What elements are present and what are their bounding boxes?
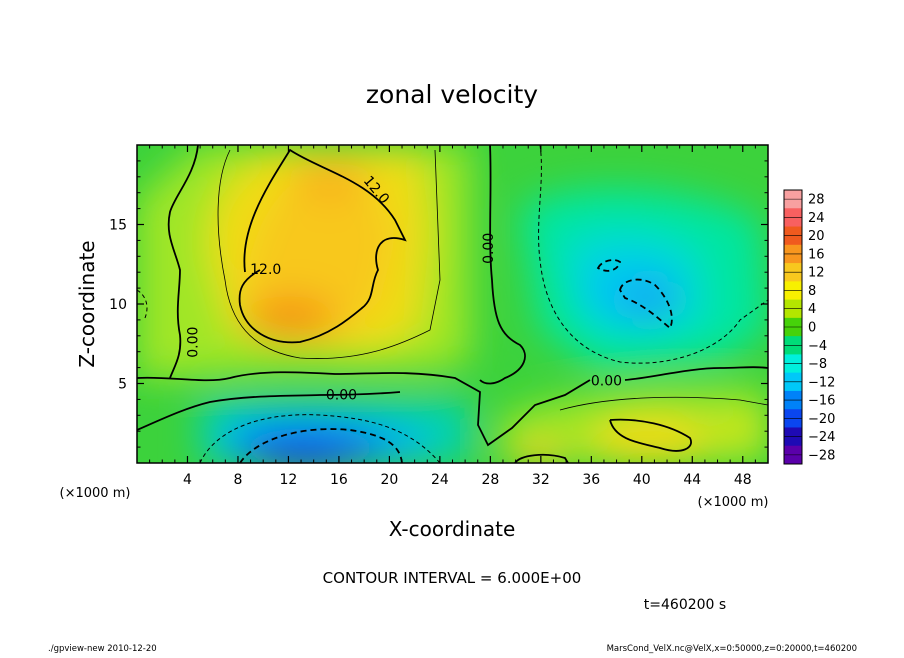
colorbar-label-2: 20 — [808, 229, 825, 244]
contour-12-bottom — [514, 453, 569, 463]
x-axis: 4 8 12 16 20 24 28 32 36 40 44 48 — [149, 145, 756, 488]
colorbar-label-10: −12 — [808, 375, 835, 390]
colorbar-label-5: 8 — [808, 284, 816, 299]
contour-0-vertical — [479, 145, 526, 385]
x-tick-label-8: 36 — [582, 472, 600, 488]
time-text: t=460200 s — [644, 597, 726, 613]
x-tick-label-11: 48 — [734, 472, 752, 488]
x-tick-label-9: 40 — [633, 472, 651, 488]
colorbar-label-1: 24 — [808, 211, 825, 226]
contour-label-group-3: 0.00 — [481, 233, 497, 264]
x-tick-label-3: 16 — [330, 472, 348, 488]
contour-label-1: 12.0 — [250, 262, 281, 278]
z-tick-label-1: 10 — [109, 297, 127, 313]
contour-label-group-1: 12.0 — [250, 262, 281, 278]
colorbar-label-7: 0 — [808, 321, 816, 336]
colorbar-label-9: −8 — [808, 357, 827, 372]
contour-label-3: 0.00 — [481, 233, 497, 264]
colorbar-label-13: −24 — [808, 430, 835, 445]
contour-lines — [137, 145, 768, 463]
chart-title: zonal velocity — [366, 80, 538, 109]
contour-0-right — [624, 366, 768, 381]
contour-6-a — [217, 149, 441, 359]
x-axis-label: X-coordinate — [389, 517, 516, 541]
colorbar-label-8: −4 — [808, 339, 827, 354]
colorbar-label-11: −16 — [808, 394, 835, 409]
contour-6-b — [559, 396, 768, 411]
colorbar-label-0: 28 — [808, 193, 825, 208]
x-tick-label-6: 28 — [481, 472, 499, 488]
field-blobs — [137, 145, 768, 463]
z-unit-label: (×1000 m) — [60, 486, 131, 501]
contour-neg6-leftedge — [137, 289, 148, 319]
x-tick-label-1: 8 — [233, 472, 242, 488]
contour-neg12-lower — [239, 428, 403, 463]
z-tick-label-2: 15 — [109, 218, 127, 234]
z-axis-label: Z-coordinate — [75, 240, 99, 367]
z-axis: 5 10 15 — [109, 160, 768, 448]
contour-label-4: 0.00 — [326, 388, 357, 404]
colorbar: 28 24 20 16 12 8 4 0 −4 −8 −12 −16 −20 −24 −28 — [783, 189, 835, 465]
x-tick-label-10: 44 — [683, 472, 701, 488]
contour-neg12-right-a — [619, 278, 673, 330]
plot-area: 12.012.00.000.000.000.00 — [137, 145, 768, 463]
colorbar-label-14: −28 — [808, 448, 835, 463]
contour-0-lower — [137, 391, 401, 431]
colorbar-label-4: 12 — [808, 266, 825, 281]
contour-12-upper — [238, 148, 407, 344]
contour-label-group-5: 0.00 — [591, 373, 622, 389]
footer-left: ./gpview-new 2010-12-20 — [48, 644, 157, 654]
footer-right: MarsCond_VelX.nc@VelX,x=0:50000,z=0:2000… — [607, 644, 857, 654]
x-tick-label-0: 4 — [183, 472, 192, 488]
x-tick-label-7: 32 — [532, 472, 550, 488]
contour-label-group-4: 0.00 — [326, 388, 357, 404]
colorbar-label-12: −20 — [808, 412, 835, 427]
contour-interval-text: CONTOUR INTERVAL = 6.000E+00 — [323, 569, 582, 587]
x-unit-label: (×1000 m) — [698, 495, 769, 510]
contour-neg6-lower — [199, 414, 441, 463]
contour-12-lower-right — [609, 418, 692, 452]
x-tick-label-2: 12 — [280, 472, 298, 488]
colorbar-label-3: 16 — [808, 247, 825, 262]
contour-0-middle — [137, 371, 591, 447]
contour-label-2: 0.00 — [186, 327, 202, 358]
contour-neg12-right-b — [596, 259, 622, 272]
contour-label-group-2: 0.00 — [186, 327, 202, 358]
colorbar-label-6: 4 — [808, 302, 816, 317]
contour-0-left — [167, 145, 199, 379]
x-tick-label-4: 20 — [380, 472, 398, 488]
z-tick-label-0: 5 — [118, 377, 127, 393]
x-tick-label-5: 24 — [431, 472, 449, 488]
contour-label-5: 0.00 — [591, 373, 622, 389]
